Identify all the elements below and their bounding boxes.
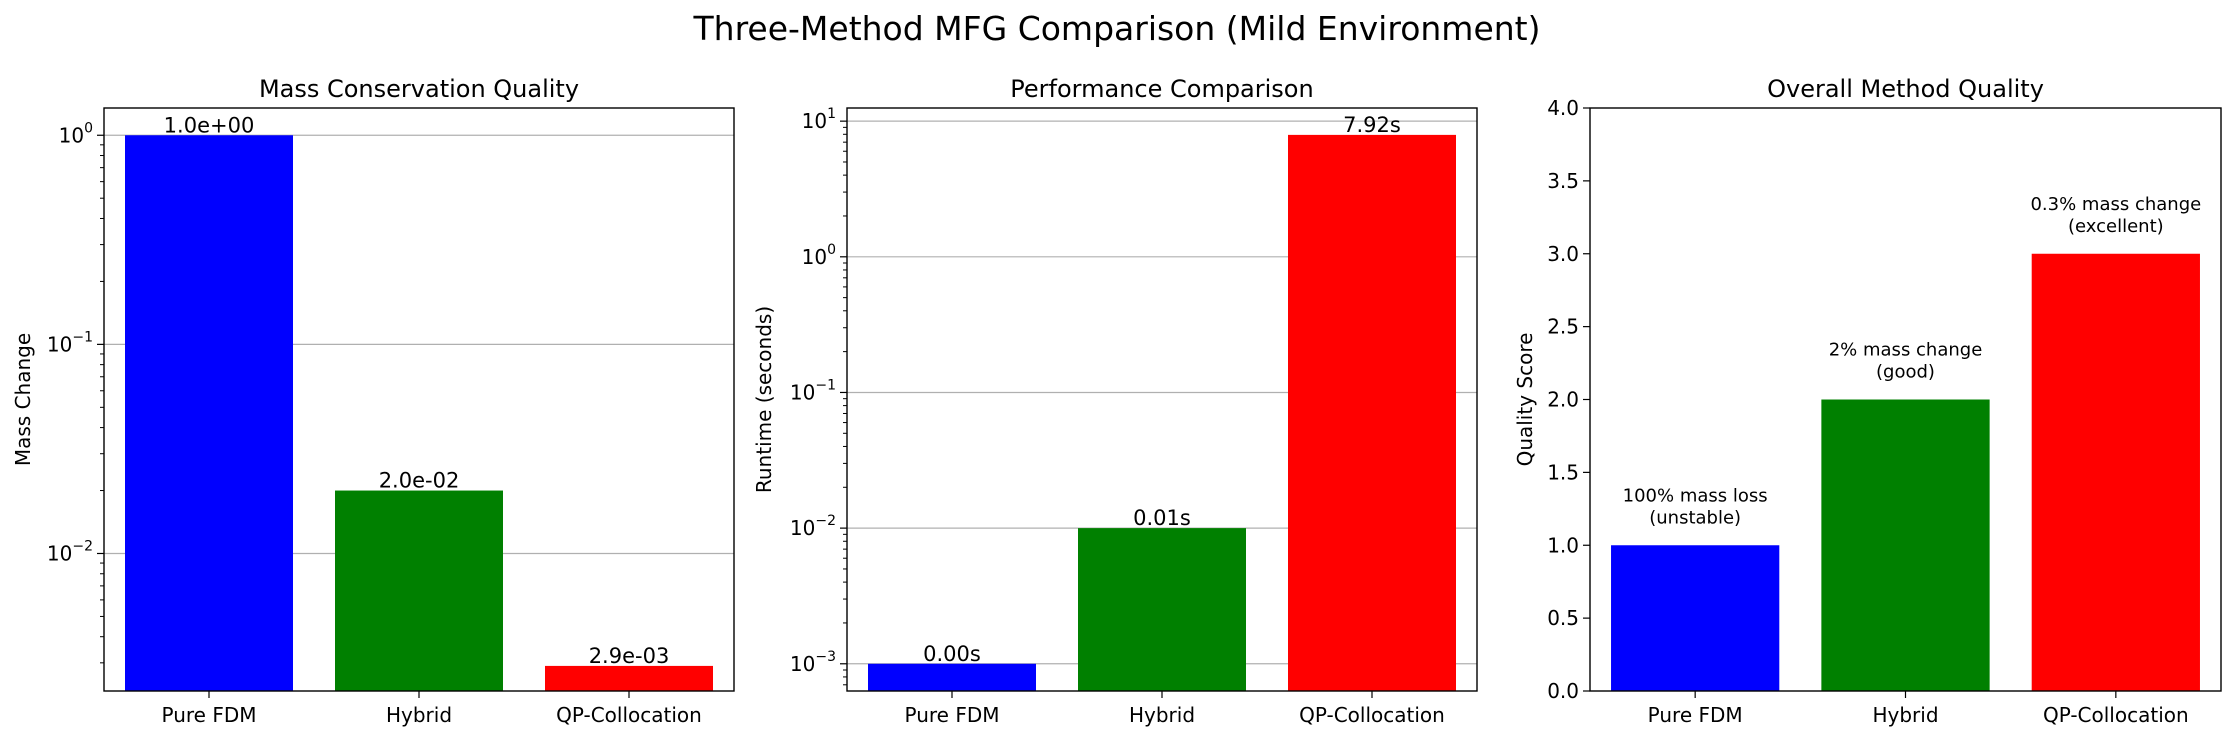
panel-title: Performance Comparison [1010, 75, 1313, 103]
y-tick-label: 100 [59, 120, 93, 147]
y-tick-base: 10 [802, 109, 827, 133]
y-tick-base: 10 [59, 123, 84, 147]
x-tick-label: Hybrid [1872, 703, 1938, 727]
y-tick-label: 10−1 [47, 329, 93, 356]
panels: Mass Conservation Quality Mass Change 1.0e… [11, 75, 2222, 727]
y-tick-label: 2.5 [1547, 315, 1579, 339]
bar-annotation-line: (unstable) [1649, 507, 1741, 528]
x-tick-label: Pure FDM [905, 703, 1000, 727]
axes-frame [103, 107, 735, 692]
bar-annotation-line: 100% mass loss [1623, 485, 1768, 506]
axes-frame [1589, 107, 2222, 692]
y-tick-label: 10−3 [790, 649, 836, 676]
axes-frame [846, 107, 1478, 692]
bar-value-label: 1.0e+00 [164, 113, 255, 137]
figure-suptitle: Three-Method MFG Comparison (Mild Enviro… [693, 9, 1541, 48]
y-tick-label: 0.5 [1547, 606, 1579, 630]
bar [1288, 134, 1456, 691]
x-tick-label: QP-Collocation [1299, 703, 1445, 727]
y-tick-exponent: 0 [84, 120, 93, 136]
bar-annotation-line: (excellent) [2068, 216, 2164, 237]
y-tick-label: 3.5 [1547, 169, 1579, 193]
bar-annotation-line: (good) [1876, 362, 1935, 383]
y-tick-base: 10 [790, 380, 815, 404]
y-axis-label: Mass Change [11, 333, 35, 466]
y-tick-exponent: −2 [72, 538, 93, 554]
x-tick-label: QP-Collocation [556, 703, 702, 727]
bar-annotation: 100% mass loss (unstable) [1623, 485, 1768, 528]
y-tick-exponent: −3 [815, 649, 836, 665]
bar-annotation: 0.3% mass change (excellent) [2030, 194, 2201, 237]
y-tick-label: 1.0 [1547, 533, 1579, 557]
bar [545, 665, 713, 691]
y-tick-exponent: 0 [827, 242, 836, 258]
panel-title: Overall Method Quality [1767, 75, 2044, 103]
x-tick-label: Pure FDM [1648, 703, 1743, 727]
bar-annotation-line: 0.3% mass change [2030, 194, 2201, 215]
y-tick-base: 10 [47, 332, 72, 356]
y-tick-label: 4.0 [1547, 96, 1579, 120]
y-tick-exponent: −2 [815, 513, 836, 529]
y-axis-label: Runtime (seconds) [752, 306, 776, 493]
y-tick-label: 101 [802, 106, 836, 133]
y-tick-exponent: −1 [815, 377, 836, 393]
y-tick-label: 100 [802, 242, 836, 269]
y-tick-base: 10 [790, 652, 815, 676]
bar-value-label: 0.00s [923, 642, 981, 666]
y-tick-exponent: −1 [72, 329, 93, 345]
bar [2031, 253, 2200, 691]
x-tick-label: Pure FDM [162, 703, 257, 727]
chart-panel: Mass Conservation Quality Mass Change 1.0e… [11, 75, 735, 727]
y-tick-base: 10 [790, 516, 815, 540]
bar [125, 135, 293, 692]
bar-value-label: 2.9e-03 [589, 644, 670, 668]
y-tick-base: 10 [47, 541, 72, 565]
bar-value-label: 0.01s [1133, 506, 1191, 530]
y-axis-label: Quality Score [1513, 333, 1537, 467]
y-tick-label: 2.0 [1547, 388, 1579, 412]
y-tick-label: 3.0 [1547, 242, 1579, 266]
bar-annotation-line: 2% mass change [1829, 340, 1983, 361]
y-tick-label: 0.0 [1547, 679, 1579, 703]
x-tick-label: QP-Collocation [2043, 703, 2189, 727]
y-tick-label: 10−2 [790, 513, 836, 540]
chart-panel: Overall Method Quality Quality Score 100% … [1513, 75, 2222, 727]
x-tick-label: Hybrid [1129, 703, 1195, 727]
x-tick-label: Hybrid [386, 703, 452, 727]
y-tick-base: 10 [802, 245, 827, 269]
bar [868, 663, 1036, 691]
y-tick-label: 1.5 [1547, 460, 1579, 484]
bar [335, 490, 503, 691]
bar-value-label: 7.92s [1343, 113, 1401, 137]
y-tick-label: 10−2 [47, 538, 93, 565]
bar-annotation: 2% mass change (good) [1829, 340, 1983, 383]
chart-panel: Performance Comparison Runtime (seconds) 0… [752, 75, 1478, 727]
y-tick-label: 10−1 [790, 377, 836, 404]
panel-title: Mass Conservation Quality [259, 75, 579, 103]
bar [1611, 545, 1780, 691]
bar [1821, 399, 1990, 691]
y-tick-exponent: 1 [827, 106, 836, 122]
bar [1078, 528, 1246, 691]
bar-value-label: 2.0e-02 [379, 469, 460, 493]
